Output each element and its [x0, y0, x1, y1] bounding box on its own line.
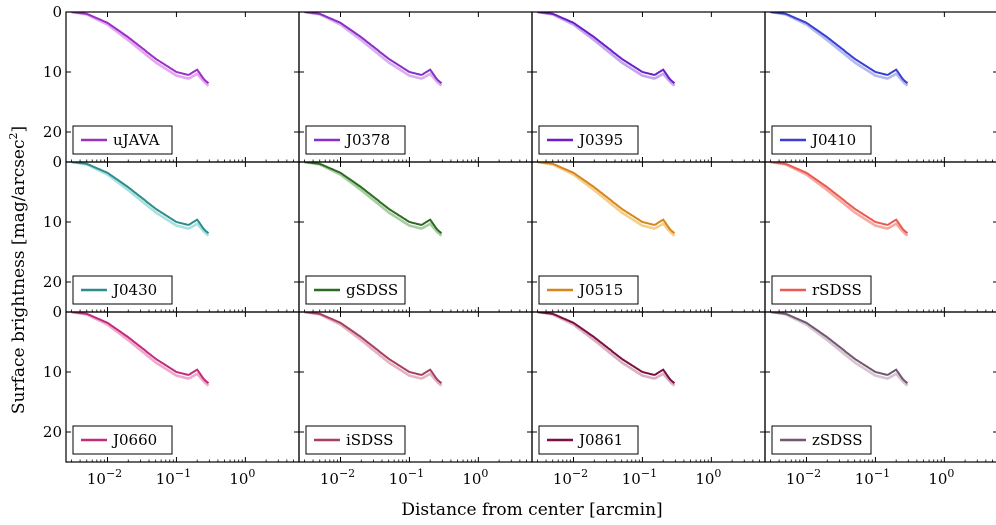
- legend-rSDSS: rSDSS: [771, 275, 872, 305]
- y-axis-label: Surface brightness [mag/arcsec2]: [7, 126, 29, 414]
- panels: 0 10 20 uJAVA J0378 J0395 J0410 0 10 20 J0430 gSDSS…: [43, 3, 996, 488]
- x-tick-label: 10−2: [87, 467, 122, 488]
- legend-J0378: J0378: [305, 125, 406, 155]
- series-line-J0660-dark: [71, 312, 210, 384]
- legend-label: J0430: [111, 281, 157, 299]
- legend-gSDSS: gSDSS: [305, 275, 406, 305]
- series-line-J0410-dark: [770, 12, 909, 84]
- x-tick-label: 100: [928, 467, 954, 488]
- series-line-uJAVA-dark: [71, 12, 210, 84]
- plot-area: [304, 12, 443, 87]
- legend-label: zSDSS: [812, 431, 863, 449]
- x-tick-label: 10−1: [389, 467, 424, 488]
- x-tick-label: 100: [462, 467, 488, 488]
- panel-zSDSS: 10−2 10−1 100 zSDSS: [764, 311, 996, 488]
- plot-area: [71, 12, 210, 87]
- legend-box: [72, 425, 173, 455]
- panel-uJAVA: 0 10 20 uJAVA: [43, 3, 300, 163]
- plot-area: [537, 312, 676, 387]
- legend-label: rSDSS: [812, 281, 862, 299]
- x-tick-label: 100: [229, 467, 255, 488]
- y-tick-label: 0: [52, 303, 62, 321]
- legend-label: iSDSS: [346, 431, 393, 449]
- legend-label: J0378: [344, 131, 390, 149]
- panel-gSDSS: gSDSS: [298, 161, 533, 313]
- y-axis-label-end: ]: [9, 126, 29, 133]
- panel-J0378: J0378: [298, 11, 533, 163]
- y-tick-label: 0: [52, 153, 62, 171]
- panel-rSDSS: rSDSS: [764, 161, 996, 313]
- series-line-J0515-dark: [537, 162, 676, 234]
- legend-J0515: J0515: [538, 275, 639, 305]
- series-line-gSDSS-dark: [304, 162, 443, 234]
- plot-area: [770, 162, 909, 237]
- legend-label: J0660: [111, 431, 157, 449]
- panel-J0410: J0410: [764, 11, 996, 163]
- y-tick-label: 20: [43, 423, 62, 441]
- y-tick-label: 20: [43, 123, 62, 141]
- y-tick-label: 0: [52, 3, 62, 21]
- plot-area: [304, 162, 443, 237]
- panel-J0861: 10−2 10−1 100 J0861: [531, 311, 766, 488]
- panel-iSDSS: 10−2 10−1 100 iSDSS: [298, 311, 533, 488]
- plot-area: [537, 12, 676, 87]
- plot-area: [770, 312, 909, 387]
- legend-J0410: J0410: [771, 125, 872, 155]
- x-tick-label: 10−2: [553, 467, 588, 488]
- series-line-rSDSS-dark: [770, 162, 909, 234]
- legend-label: J0861: [577, 431, 623, 449]
- series-line-J0378-dark: [304, 12, 443, 84]
- series-line-iSDSS-dark: [304, 312, 443, 384]
- legend-J0861: J0861: [538, 425, 639, 455]
- x-axis-label: Distance from center [arcmin]: [401, 500, 662, 520]
- x-tick-label: 10−1: [156, 467, 191, 488]
- panel-frame: [764, 311, 996, 463]
- legend-label: J0395: [577, 131, 623, 149]
- legend-zSDSS: zSDSS: [771, 425, 872, 455]
- panel-J0515: J0515: [531, 161, 766, 313]
- panel-J0660: 0 10 20 10−2 10−1 100 J0660: [43, 303, 300, 488]
- y-tick-label: 20: [43, 273, 62, 291]
- x-tick-label: 10−1: [855, 467, 890, 488]
- legend-uJAVA: uJAVA: [72, 125, 173, 155]
- y-axis-label-main: Surface brightness [mag/arcsec: [9, 139, 29, 414]
- panel-J0395: J0395: [531, 11, 766, 163]
- y-tick-label: 10: [43, 363, 62, 381]
- plot-area: [71, 162, 210, 237]
- y-axis-label-sup: 2: [7, 132, 20, 139]
- y-tick-label: 10: [43, 63, 62, 81]
- x-tick-label: 10−2: [320, 467, 355, 488]
- legend-box: [538, 125, 639, 155]
- plot-area: [770, 12, 909, 87]
- series-line-zSDSS-dark: [770, 312, 909, 384]
- legend-label: J0515: [577, 281, 623, 299]
- y-tick-label: 10: [43, 213, 62, 231]
- legend-label: gSDSS: [346, 281, 398, 299]
- legend-label: J0410: [810, 131, 856, 149]
- panel-J0430: 0 10 20 J0430: [43, 153, 300, 313]
- plot-area: [71, 312, 210, 387]
- x-tick-label: 10−1: [622, 467, 657, 488]
- series-line-J0430-dark: [71, 162, 210, 234]
- legend-J0660: J0660: [72, 425, 173, 455]
- series-line-J0861-dark: [537, 312, 676, 384]
- series-line-J0395-dark: [537, 12, 676, 84]
- x-tick-label: 100: [695, 467, 721, 488]
- legend-label: uJAVA: [113, 131, 160, 149]
- legend-J0430: J0430: [72, 275, 173, 305]
- plot-area: [304, 312, 443, 387]
- plot-area: [537, 162, 676, 237]
- legend-iSDSS: iSDSS: [305, 425, 406, 455]
- legend-J0395: J0395: [538, 125, 639, 155]
- x-tick-label: 10−2: [786, 467, 821, 488]
